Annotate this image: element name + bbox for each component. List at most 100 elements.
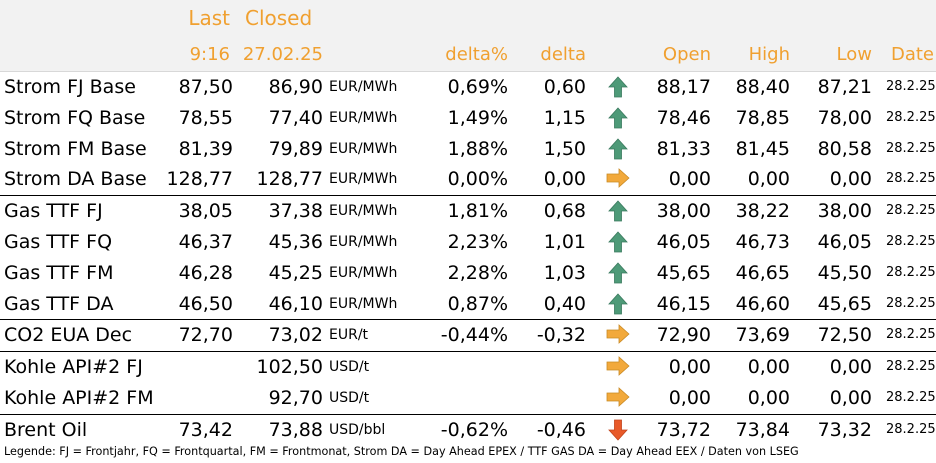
date-value: 28.2.25 bbox=[886, 140, 936, 156]
unit-label: EUR/MWh bbox=[329, 79, 398, 95]
instrument-name: CO2 EUA Dec bbox=[4, 324, 133, 347]
delta-value: 0,00 bbox=[543, 168, 586, 191]
high-value: 0,00 bbox=[747, 386, 790, 409]
last-value: 128,77 bbox=[166, 168, 233, 191]
unit-label: USD/t bbox=[329, 359, 370, 376]
arrow-up-icon bbox=[604, 196, 632, 227]
high-value: 46,60 bbox=[735, 292, 790, 315]
low-value: 38,00 bbox=[817, 200, 872, 223]
high-value: 73,84 bbox=[735, 418, 790, 441]
delta-pct-value: -0,44% bbox=[440, 324, 508, 347]
delta-value: -0,46 bbox=[536, 418, 586, 441]
date-value: 28.2.25 bbox=[886, 171, 936, 187]
low-value: 0,00 bbox=[829, 168, 872, 191]
last-value: 46,28 bbox=[178, 261, 233, 284]
high-value: 46,73 bbox=[735, 230, 790, 253]
open-value: 46,05 bbox=[656, 230, 711, 253]
header-divider bbox=[0, 71, 936, 72]
high-value: 46,65 bbox=[735, 261, 790, 284]
date-value: 28.2.25 bbox=[886, 264, 936, 280]
delta-pct-header: delta% bbox=[445, 44, 508, 65]
open-header: Open bbox=[662, 44, 711, 65]
low-value: 45,50 bbox=[817, 261, 872, 284]
closed-value: 86,90 bbox=[268, 76, 323, 98]
delta-pct-value: 1,88% bbox=[447, 137, 508, 160]
instrument-name: Strom FM Base bbox=[4, 137, 147, 160]
unit-label: EUR/MWh bbox=[329, 264, 398, 281]
low-value: 45,65 bbox=[817, 292, 872, 315]
arrow-up-icon bbox=[604, 103, 632, 134]
delta-pct-value: 2,23% bbox=[447, 230, 508, 253]
instrument-name: Strom FQ Base bbox=[4, 106, 146, 129]
delta-value: 1,15 bbox=[543, 106, 586, 129]
open-value: 73,72 bbox=[656, 418, 711, 441]
table-row: Kohle API#2 FJ 102,50 USD/t 0,00 0,00 0,00 28.… bbox=[0, 351, 936, 383]
low-value: 87,21 bbox=[817, 76, 872, 98]
unit-label: USD/bbl bbox=[329, 421, 386, 438]
low-value: 0,00 bbox=[829, 356, 872, 379]
closed-value: 73,02 bbox=[268, 324, 323, 347]
arrow-up-icon bbox=[604, 227, 632, 258]
last-value: 73,42 bbox=[178, 418, 233, 441]
delta-pct-value: 1,81% bbox=[447, 200, 508, 223]
high-value: 81,45 bbox=[735, 137, 790, 160]
instrument-name: Gas TTF FM bbox=[4, 261, 114, 284]
instrument-name: Gas TTF FJ bbox=[4, 200, 103, 223]
high-value: 73,69 bbox=[735, 324, 790, 347]
delta-pct-value: -0,62% bbox=[440, 418, 508, 441]
delta-value: 1,50 bbox=[543, 137, 586, 160]
legend: Legende: FJ = Frontjahr, FQ = Frontquart… bbox=[4, 445, 799, 458]
arrow-right-icon bbox=[604, 164, 632, 195]
date-value: 28.2.25 bbox=[886, 295, 936, 311]
closed-value: 73,88 bbox=[268, 418, 323, 441]
high-header: High bbox=[748, 44, 790, 65]
table-row: Gas TTF FQ 46,37 45,36 EUR/MWh 2,23% 1,01 46,0… bbox=[0, 227, 936, 258]
delta-value: 0,68 bbox=[543, 200, 586, 223]
open-value: 46,15 bbox=[656, 292, 711, 315]
closed-value: 45,36 bbox=[268, 230, 323, 253]
date-value: 28.2.25 bbox=[886, 79, 936, 94]
delta-pct-value bbox=[430, 383, 508, 414]
low-value: 72,50 bbox=[817, 324, 872, 347]
date-value: 28.2.25 bbox=[886, 233, 936, 249]
last-value: 78,55 bbox=[178, 106, 233, 129]
date-value: 28.2.25 bbox=[886, 327, 936, 343]
last-value bbox=[160, 352, 233, 383]
table-row: Strom FM Base 81,39 79,89 EUR/MWh 1,88% 1,50 8… bbox=[0, 134, 936, 165]
unit-label: EUR/t bbox=[329, 327, 369, 344]
arrow-right-icon bbox=[604, 352, 632, 383]
header-band: Last Closed 9:16 27.02.25 delta% delta O… bbox=[0, 0, 936, 72]
closed-header: Closed bbox=[245, 6, 313, 30]
unit-label: EUR/MWh bbox=[329, 295, 398, 312]
instrument-name: Brent Oil bbox=[4, 418, 88, 441]
delta-value: 0,40 bbox=[543, 292, 586, 315]
unit-label: EUR/MWh bbox=[329, 203, 398, 220]
low-value: 78,00 bbox=[817, 106, 872, 129]
table-row: Brent Oil 73,42 73,88 USD/bbl -0,62% -0,46 73,… bbox=[0, 413, 936, 446]
open-value: 78,46 bbox=[656, 106, 711, 129]
closed-value: 45,25 bbox=[268, 261, 323, 284]
date-value: 28.2.25 bbox=[886, 203, 936, 219]
arrow-down-icon bbox=[604, 415, 632, 446]
table-row: Strom FJ Base 87,50 86,90 EUR/MWh 0,69% 0,60 8… bbox=[0, 72, 936, 103]
table-row: Strom FQ Base 78,55 77,40 EUR/MWh 1,49% 1,15 7… bbox=[0, 103, 936, 134]
unit-label: EUR/MWh bbox=[329, 233, 398, 250]
unit-label: EUR/MWh bbox=[329, 109, 398, 126]
open-value: 88,17 bbox=[656, 76, 711, 98]
last-value: 46,37 bbox=[178, 230, 233, 253]
delta-pct-value bbox=[430, 352, 508, 383]
table-row: Gas TTF FM 46,28 45,25 EUR/MWh 2,28% 1,03 45,6… bbox=[0, 258, 936, 289]
arrow-up-icon bbox=[604, 258, 632, 289]
arrow-right-icon bbox=[604, 383, 632, 414]
instrument-name: Gas TTF FQ bbox=[4, 230, 113, 253]
high-value: 78,85 bbox=[735, 106, 790, 129]
date-value: 28.2.25 bbox=[886, 359, 936, 375]
delta-value: -0,32 bbox=[536, 324, 586, 347]
instrument-name: Kohle API#2 FJ bbox=[4, 356, 143, 379]
table-row: Kohle API#2 FM 92,70 USD/t 0,00 0,00 0,00 28.2… bbox=[0, 383, 936, 414]
last-header: Last bbox=[188, 6, 230, 30]
table-row: Gas TTF FJ 38,05 37,38 EUR/MWh 1,81% 0,68 38,0… bbox=[0, 195, 936, 227]
last-value bbox=[160, 383, 233, 414]
date-value: 28.2.25 bbox=[886, 421, 936, 437]
